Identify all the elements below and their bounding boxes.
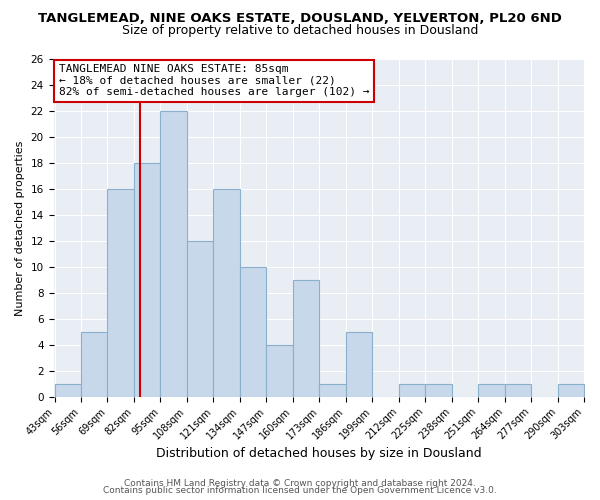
Bar: [505, 384, 531, 396]
Bar: [478, 384, 505, 396]
Bar: [214, 189, 240, 396]
Bar: [134, 163, 160, 396]
Bar: [425, 384, 452, 396]
Text: TANGLEMEAD NINE OAKS ESTATE: 85sqm
← 18% of detached houses are smaller (22)
82%: TANGLEMEAD NINE OAKS ESTATE: 85sqm ← 18%…: [59, 64, 370, 98]
Text: Contains public sector information licensed under the Open Government Licence v3: Contains public sector information licen…: [103, 486, 497, 495]
Bar: [398, 384, 425, 396]
Bar: [81, 332, 107, 396]
Bar: [107, 189, 134, 396]
Text: Size of property relative to detached houses in Dousland: Size of property relative to detached ho…: [122, 24, 478, 37]
Bar: [187, 241, 214, 396]
Text: Contains HM Land Registry data © Crown copyright and database right 2024.: Contains HM Land Registry data © Crown c…: [124, 478, 476, 488]
Bar: [240, 267, 266, 396]
Bar: [557, 384, 584, 396]
Y-axis label: Number of detached properties: Number of detached properties: [15, 140, 25, 316]
X-axis label: Distribution of detached houses by size in Dousland: Distribution of detached houses by size …: [157, 447, 482, 460]
Bar: [160, 111, 187, 397]
Bar: [293, 280, 319, 396]
Bar: [266, 345, 293, 397]
Bar: [346, 332, 372, 396]
Bar: [55, 384, 81, 396]
Bar: [319, 384, 346, 396]
Text: TANGLEMEAD, NINE OAKS ESTATE, DOUSLAND, YELVERTON, PL20 6ND: TANGLEMEAD, NINE OAKS ESTATE, DOUSLAND, …: [38, 12, 562, 26]
